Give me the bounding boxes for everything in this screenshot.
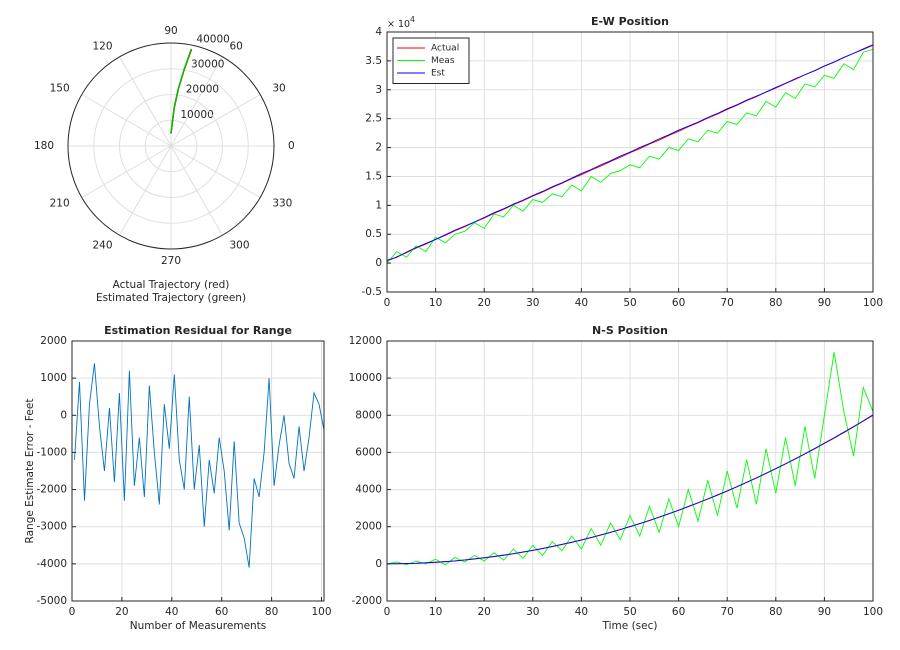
chart-title: Estimation Residual for Range [104,324,292,337]
x-tick-label: 70 [721,606,734,618]
y-axis-label: Range Estimate Error - Feet [24,399,36,544]
y-tick-label: 4000 [355,484,382,496]
y-tick-label: 0 [375,558,382,570]
axes-box [386,31,874,293]
theta-tick-label: 210 [50,198,70,210]
y-tick-label: 2000 [40,335,67,347]
x-tick-label: 50 [623,297,636,309]
theta-tick-label: 0 [288,140,295,152]
polar-grid-circle [144,119,198,173]
theta-tick-label: 270 [161,255,181,267]
x-tick-label: 10 [429,297,442,309]
theta-tick-label: 300 [230,240,250,252]
series-line [387,414,873,565]
axes-box [71,340,325,602]
theta-tick-label: 150 [50,83,70,95]
y-tick-label: 10000 [349,372,382,384]
y-tick-label: -3000 [36,521,67,533]
trajectory-line [170,48,192,134]
series-line [74,363,324,568]
y-tick-label: -2000 [36,484,67,496]
y-tick-label: 3.5 [365,55,382,67]
legend-label: Meas [431,56,455,66]
x-tick-label: 20 [115,606,128,618]
y-tick-label: 3 [375,84,382,96]
y-tick-label: 0 [60,409,67,421]
x-tick-label: 70 [721,297,734,309]
theta-tick-label: 240 [92,240,112,252]
x-tick-label: 30 [526,297,539,309]
exponent-base: × 10 [387,19,410,30]
x-tick-label: 60 [672,606,685,618]
y-tick-label: 0.5 [365,228,382,240]
y-tick-label: 1000 [40,372,67,384]
y-tick-label: 12000 [349,335,382,347]
r-tick-label: 40000 [196,33,229,45]
x-tick-label: 90 [818,606,831,618]
chart-title: N-S Position [592,324,668,337]
polar-grid-circle [119,94,223,198]
x-tick-label: 60 [672,297,685,309]
polar-grid-circle [93,68,249,224]
y-tick-label: -0.5 [362,286,383,298]
x-tick-label: 0 [384,606,391,618]
x-tick-label: 100 [863,606,883,618]
axes-box [386,340,874,602]
r-tick-label: 30000 [191,58,224,70]
y-tick-label: 1.5 [365,170,382,182]
x-tick-label: 0 [384,297,391,309]
r-tick-label: 20000 [186,84,219,96]
x-tick-label: 40 [575,297,588,309]
x-tick-label: 90 [818,297,831,309]
x-tick-label: 100 [311,606,331,618]
y-tick-label: 4 [375,26,382,38]
y-tick-label: -1000 [36,446,67,458]
legend-label: Est [431,69,445,79]
legend-label: Actual [431,44,459,54]
series-line [387,44,873,261]
x-axis-label: Time (sec) [602,620,658,632]
y-tick-label: 1 [375,199,382,211]
x-tick-label: 40 [575,606,588,618]
x-axis-label: Number of Measurements [130,620,267,632]
y-tick-label: 2 [375,142,382,154]
axis-exponent: × 104 [387,15,415,30]
y-tick-label: 6000 [355,446,382,458]
theta-tick-label: 90 [164,25,177,37]
x-tick-label: 100 [863,297,883,309]
theta-tick-label: 330 [272,198,292,210]
theta-tick-label: 30 [272,83,285,95]
y-tick-label: -2000 [351,595,382,607]
y-tick-label: 2.5 [365,113,382,125]
x-tick-label: 80 [769,606,782,618]
x-tick-label: 20 [478,297,491,309]
theta-tick-label: 180 [34,140,54,152]
x-tick-label: 10 [429,606,442,618]
exponent-power: 4 [410,15,415,24]
axis-label: Actual Trajectory (red) [113,279,230,291]
y-tick-label: 8000 [355,409,382,421]
x-tick-label: 80 [265,606,278,618]
polar-grid-circle [67,42,275,250]
x-tick-label: 40 [165,606,178,618]
chart-title: E-W Position [591,15,669,28]
x-tick-label: 50 [623,606,636,618]
series-line [387,48,873,264]
y-tick-label: 0 [375,257,382,269]
x-tick-label: 0 [69,606,76,618]
theta-tick-label: 120 [92,40,112,52]
axis-label: Estimated Trajectory (green) [96,292,246,304]
x-tick-label: 30 [526,606,539,618]
theta-tick-label: 60 [230,40,243,52]
r-tick-label: 10000 [180,109,213,121]
x-tick-label: 80 [769,297,782,309]
y-tick-label: 2000 [355,521,382,533]
y-tick-label: -4000 [36,558,67,570]
x-tick-label: 60 [215,606,228,618]
x-tick-label: 20 [478,606,491,618]
y-tick-label: -5000 [36,595,67,607]
plot-area [72,341,324,601]
